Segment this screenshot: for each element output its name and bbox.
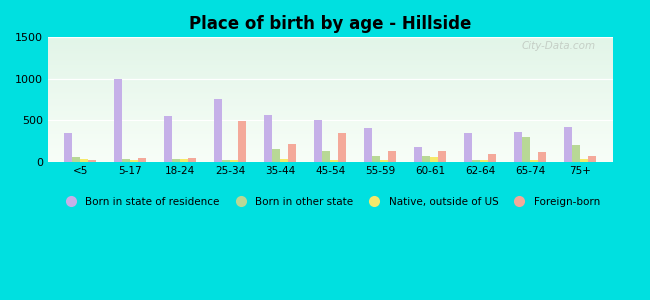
- Bar: [88, 160, 96, 162]
- Bar: [588, 156, 596, 162]
- Bar: [438, 151, 447, 162]
- Bar: [122, 160, 131, 162]
- Bar: [81, 160, 88, 162]
- Bar: [131, 160, 138, 162]
- Bar: [372, 156, 380, 162]
- Text: City-Data.com: City-Data.com: [522, 41, 596, 51]
- Bar: [239, 121, 246, 162]
- Bar: [138, 158, 146, 162]
- Bar: [164, 116, 172, 162]
- Bar: [538, 152, 547, 162]
- Bar: [564, 127, 573, 162]
- Bar: [422, 156, 430, 162]
- Bar: [330, 160, 339, 162]
- Bar: [365, 128, 372, 162]
- Bar: [214, 99, 222, 162]
- Bar: [172, 160, 180, 162]
- Bar: [230, 160, 239, 162]
- Bar: [514, 132, 523, 162]
- Bar: [388, 151, 396, 162]
- Bar: [380, 160, 388, 162]
- Bar: [530, 160, 538, 162]
- Bar: [114, 79, 122, 162]
- Bar: [573, 146, 580, 162]
- Bar: [280, 160, 289, 162]
- Title: Place of birth by age - Hillside: Place of birth by age - Hillside: [189, 15, 471, 33]
- Bar: [580, 160, 588, 162]
- Bar: [339, 133, 346, 162]
- Bar: [523, 137, 530, 162]
- Bar: [464, 133, 473, 162]
- Bar: [180, 159, 188, 162]
- Bar: [72, 157, 81, 162]
- Bar: [480, 160, 488, 162]
- Bar: [473, 160, 480, 162]
- Legend: Born in state of residence, Born in other state, Native, outside of US, Foreign-: Born in state of residence, Born in othe…: [57, 193, 604, 211]
- Bar: [265, 115, 272, 162]
- Bar: [289, 144, 296, 162]
- Bar: [322, 151, 330, 162]
- Bar: [315, 120, 322, 162]
- Bar: [488, 154, 497, 162]
- Bar: [414, 147, 422, 162]
- Bar: [272, 149, 280, 162]
- Bar: [64, 133, 72, 162]
- Bar: [222, 160, 230, 162]
- Bar: [188, 158, 196, 162]
- Bar: [430, 157, 438, 162]
